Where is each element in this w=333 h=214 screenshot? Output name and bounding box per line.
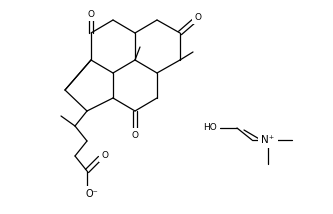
- Text: O: O: [102, 150, 109, 159]
- Text: O: O: [88, 9, 95, 18]
- Text: O: O: [194, 12, 201, 21]
- Text: O⁻: O⁻: [86, 189, 98, 199]
- Text: HO: HO: [203, 123, 217, 132]
- Text: O: O: [132, 131, 139, 140]
- Text: N⁺: N⁺: [261, 135, 275, 145]
